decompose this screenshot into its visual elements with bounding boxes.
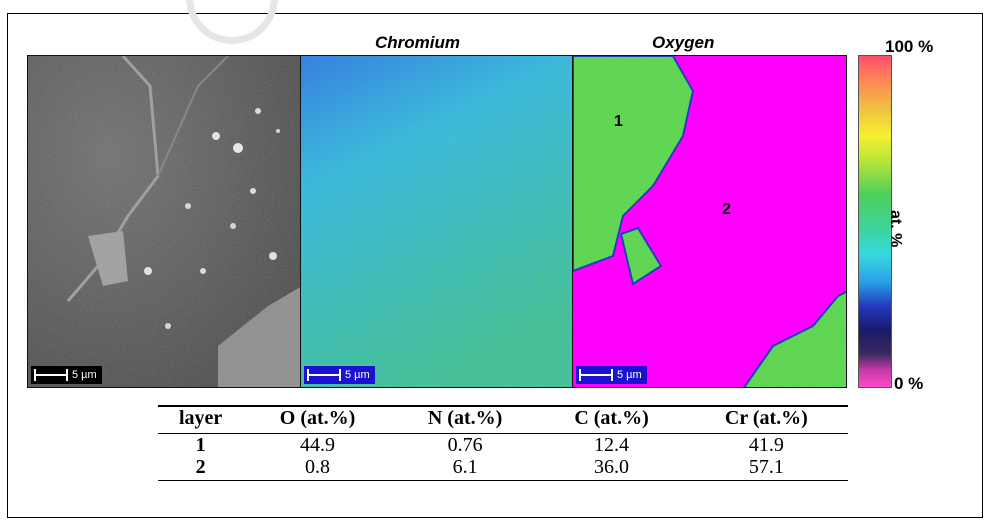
table-cell: 41.9 [748, 434, 784, 456]
table-cell: 44.9 [300, 434, 336, 456]
table-cell: 36.0 [538, 456, 685, 481]
table-cell: 0.76 [447, 434, 483, 456]
table-cell: 12.4 [594, 434, 630, 456]
table-cell: 0.8 [243, 456, 392, 481]
scale-bar-ticks [307, 369, 341, 381]
colorbar-gradient [859, 56, 891, 387]
panel-title-oxygen: Oxygen [652, 33, 715, 52]
table-cell: 1 [195, 434, 206, 456]
scale-bar-ticks [579, 369, 613, 381]
scale-bar-label: 5 µm [617, 369, 642, 381]
scale-bar-label: 5 µm [72, 369, 97, 381]
table-cell: 2 [158, 456, 244, 481]
region-label-2: 2 [722, 201, 731, 218]
colorbar-max-label: 100 % [885, 37, 934, 56]
composition-table: layer O (at.%) N (at.%) C (at.%) Cr (at.… [158, 405, 848, 481]
scale-bar-oxygen: 5 µm [576, 366, 647, 384]
table-header-nitrogen: N (at.%) [391, 405, 539, 434]
region-label-1: 1 [614, 113, 623, 130]
oxygen-map-panel: 1 2 5 µm [572, 55, 847, 388]
table-row: 2 0.8 6.1 36.0 57.1 [158, 456, 848, 481]
colorbar-axis-label: at. % [887, 210, 904, 248]
scale-bar-label: 5 µm [345, 369, 370, 381]
table-header-row: layer O (at.%) N (at.%) C (at.%) Cr (at.… [158, 405, 848, 434]
table-header-layer: layer [158, 405, 244, 434]
oxygen-map [573, 56, 846, 387]
chromium-map-panel: 5 µm [300, 55, 573, 388]
colorbar-min-label: 0 % [894, 374, 924, 393]
scale-bar-sem: 5 µm [31, 366, 102, 384]
table-header-chromium: Cr (at.%) [684, 405, 848, 434]
sem-image-panel: 5 µm [27, 55, 301, 388]
sem-micrograph [28, 56, 300, 387]
scale-bar-chromium: 5 µm [304, 366, 375, 384]
table-row: 1 44.9 0.76 12.4 41.9 [158, 434, 848, 457]
table-cell: 6.1 [391, 456, 539, 481]
scale-bar-ticks [34, 369, 68, 381]
panel-title-chromium: Chromium [375, 33, 460, 52]
colorbar [858, 55, 892, 388]
figure-frame [7, 13, 983, 518]
chromium-map [301, 56, 572, 387]
table-header-carbon: C (at.%) [538, 405, 685, 434]
table-header-oxygen: O (at.%) [243, 405, 392, 434]
table-cell: 57.1 [684, 456, 848, 481]
